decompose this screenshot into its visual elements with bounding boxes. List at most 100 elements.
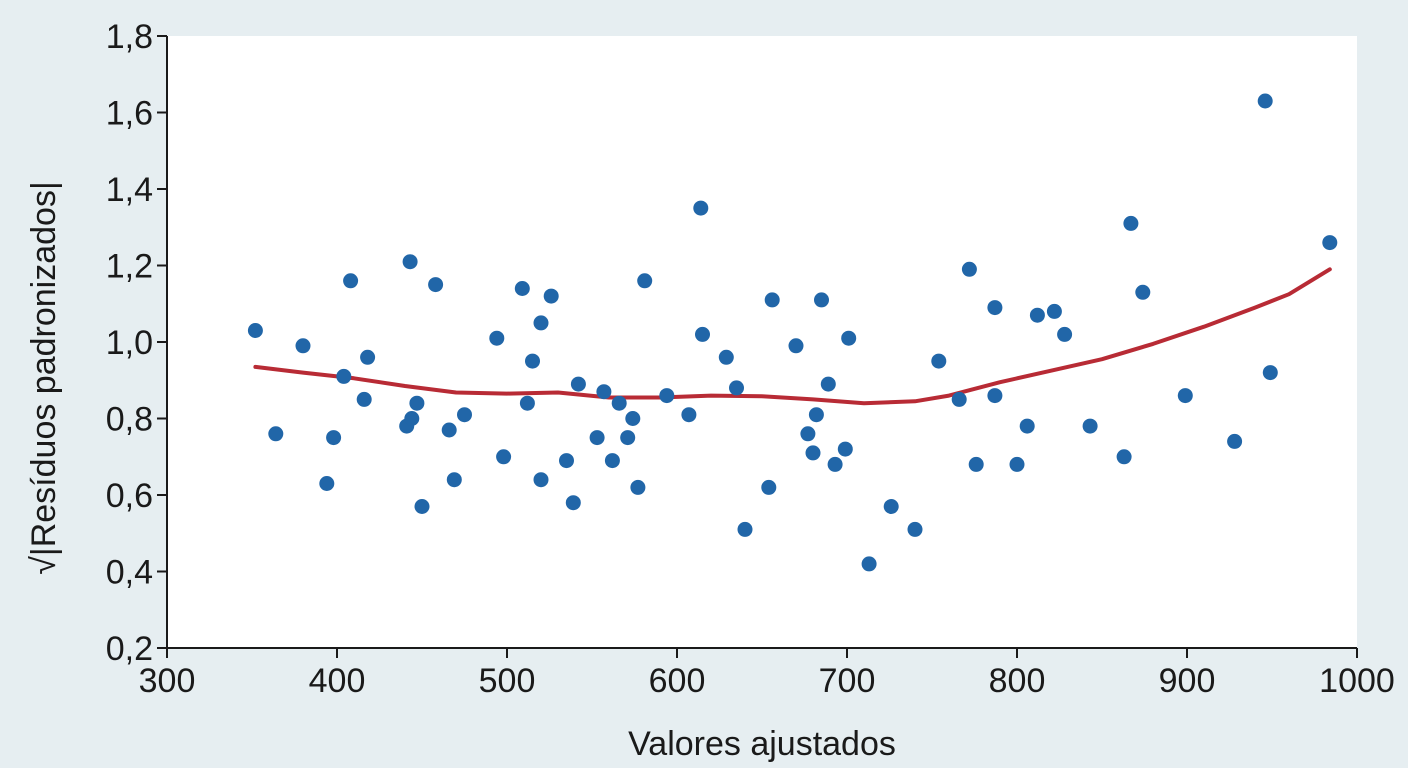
data-point (604, 453, 620, 469)
y-tick-label: 0,8 (106, 401, 153, 439)
data-point (764, 292, 780, 308)
data-point (1082, 418, 1098, 434)
points-layer (247, 93, 1338, 572)
trend-line (253, 267, 1332, 406)
x-axis-title: Valores ajustados (628, 725, 896, 763)
data-point (428, 277, 444, 293)
data-point (630, 479, 646, 495)
data-point (827, 456, 843, 472)
data-point (1257, 93, 1273, 109)
data-point (414, 499, 430, 514)
data-point (404, 411, 420, 426)
data-point (570, 376, 586, 392)
data-point (326, 430, 342, 446)
data-point (559, 453, 574, 469)
data-point (1227, 433, 1243, 449)
data-point (611, 395, 627, 411)
data-point (268, 426, 284, 442)
data-point (695, 326, 710, 342)
data-point (336, 368, 352, 384)
data-point (446, 472, 462, 488)
y-tick-label: 1,0 (106, 324, 153, 362)
data-point (360, 349, 376, 365)
data-point (402, 254, 418, 270)
data-point (841, 330, 857, 346)
data-point (693, 200, 709, 216)
data-point (814, 292, 829, 308)
data-point (1135, 284, 1151, 300)
data-point (525, 353, 540, 369)
data-point (1177, 388, 1193, 404)
data-point (659, 388, 675, 404)
data-point (968, 456, 984, 472)
y-axis-title: √|Resíduos padronizados| (25, 181, 63, 575)
data-point (907, 521, 923, 537)
data-point (519, 395, 535, 411)
data-point (409, 395, 425, 411)
data-point (861, 556, 877, 572)
data-point (489, 330, 505, 346)
data-point (961, 261, 977, 277)
trend-layer (253, 267, 1332, 406)
data-point (637, 273, 653, 289)
data-point (295, 338, 311, 354)
axes: 0,2 0,4 0,6 0,8 1,0 1,2 1,4 1,6 1,8 300 400 500 600 7… (106, 18, 1395, 700)
y-tick-label: 1,2 (106, 248, 153, 286)
data-point (1322, 235, 1338, 251)
data-point (987, 388, 1003, 404)
data-point (565, 495, 581, 511)
data-point (1046, 303, 1062, 319)
data-point (1009, 456, 1025, 472)
plot-area (167, 36, 1357, 648)
data-point (820, 376, 836, 392)
x-tick-label: 400 (309, 662, 366, 700)
y-tick-label: 0,6 (106, 477, 153, 515)
data-point (800, 426, 816, 442)
x-tick-label: 900 (1159, 662, 1216, 700)
data-point (987, 300, 1003, 316)
x-tick-label: 800 (989, 662, 1046, 700)
data-point (356, 391, 372, 407)
data-point (543, 288, 559, 304)
data-point (737, 521, 753, 537)
data-point (457, 407, 472, 423)
data-point (625, 411, 641, 426)
y-tick-label: 1,4 (106, 171, 153, 209)
y-tick-label: 0,2 (106, 630, 153, 668)
data-point (533, 315, 549, 331)
data-point (596, 384, 612, 400)
data-point (788, 338, 804, 354)
data-point (931, 353, 947, 369)
data-point (729, 380, 744, 396)
data-point (247, 323, 263, 338)
data-point (837, 441, 853, 457)
data-point (620, 430, 636, 446)
data-point (1116, 449, 1132, 465)
data-point (319, 476, 335, 491)
data-point (1057, 326, 1073, 342)
data-point (883, 499, 899, 514)
x-tick-label: 500 (479, 662, 536, 700)
x-tick-label: 600 (649, 662, 706, 700)
data-point (1029, 307, 1045, 323)
data-point (1123, 215, 1139, 231)
data-point (441, 422, 457, 438)
data-point (1262, 365, 1278, 381)
data-point (496, 449, 512, 465)
y-tick-label: 1,6 (106, 95, 153, 133)
data-point (589, 430, 605, 446)
data-point (805, 445, 821, 461)
data-point (343, 273, 359, 289)
x-tick-label: 700 (819, 662, 876, 700)
data-point (1019, 418, 1035, 434)
data-point (533, 472, 549, 488)
x-tick-label: 1000 (1319, 662, 1395, 700)
data-point (808, 407, 824, 423)
data-point (718, 349, 734, 365)
x-tick-label: 300 (139, 662, 196, 700)
data-point (951, 391, 967, 407)
data-point (514, 281, 530, 296)
y-tick-label: 1,8 (106, 18, 153, 56)
data-point (681, 407, 697, 423)
